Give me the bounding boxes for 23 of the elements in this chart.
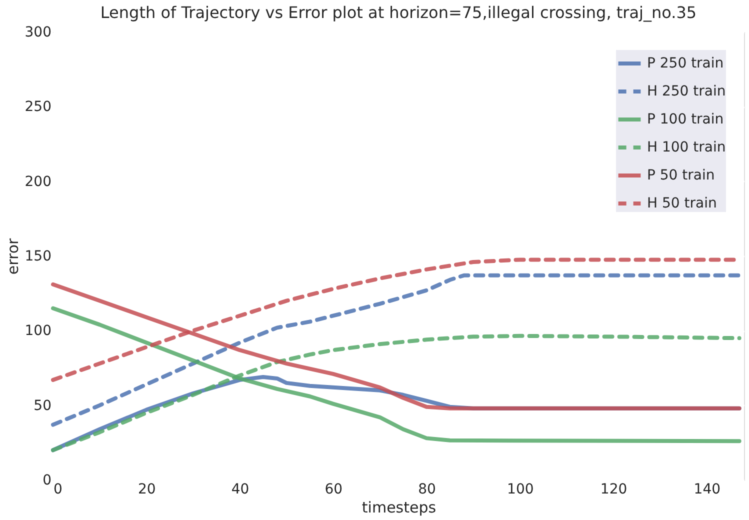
x-tick-label: 60 [324, 482, 343, 498]
legend-label: H 50 train [647, 196, 717, 212]
x-tick-label: 120 [600, 482, 628, 498]
y-tick-label: 100 [24, 323, 52, 340]
x-tick-label: 100 [507, 482, 534, 498]
x-axis-title: timesteps [362, 498, 436, 516]
legend-label: H 100 train [647, 140, 726, 156]
legend-label: P 100 train [647, 112, 724, 128]
x-tick-label: 80 [418, 482, 436, 498]
x-tick-label: 0 [54, 482, 62, 498]
y-tick-label: 250 [24, 99, 52, 116]
legend-label: P 50 train [647, 168, 715, 184]
x-tick-label: 20 [138, 482, 156, 498]
y-tick-label: 150 [24, 248, 52, 264]
chart-title: Length of Trajectory vs Error plot at horizon=75,illegal crossing, traj_no.35 [100, 3, 697, 22]
y-tick-label: 50 [34, 398, 52, 414]
y-axis-title: error [4, 238, 22, 275]
y-tick-label: 200 [24, 174, 52, 190]
legend-label: H 250 train [647, 84, 726, 100]
y-tick-label: 300 [24, 24, 52, 40]
x-tick-label: 140 [694, 482, 721, 498]
legend-label: P 250 train [647, 56, 724, 72]
x-tick-label: 40 [231, 482, 250, 498]
